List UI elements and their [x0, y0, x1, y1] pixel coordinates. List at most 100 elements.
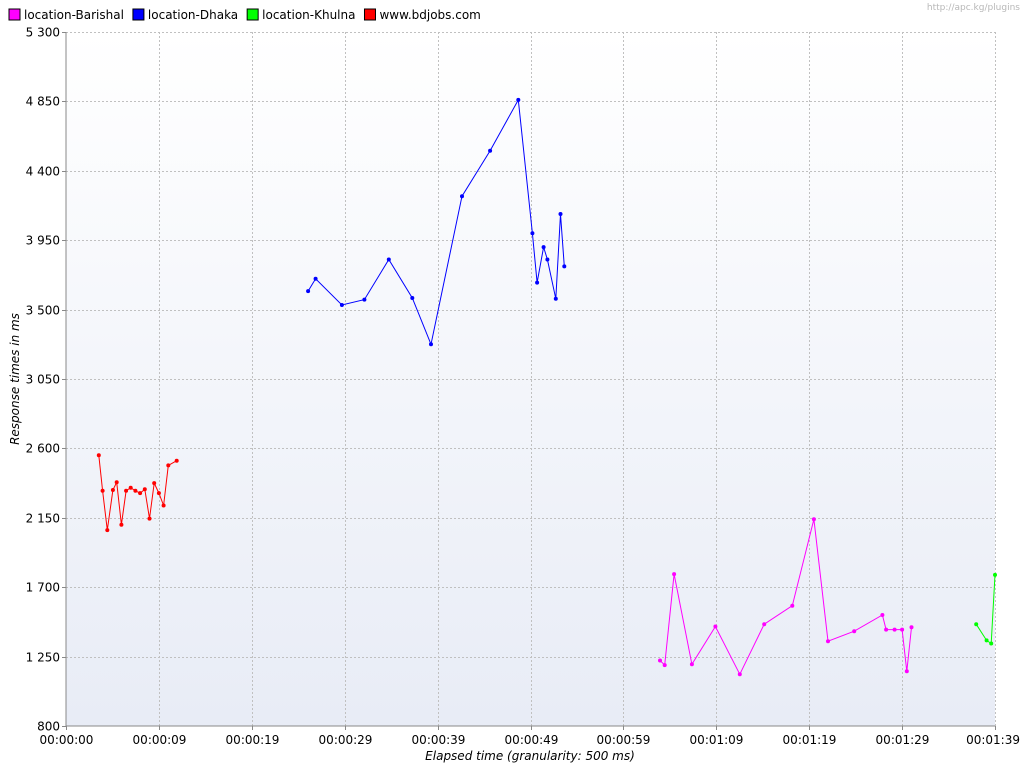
data-point	[138, 491, 143, 496]
legend-label: www.bdjobs.com	[379, 8, 480, 22]
data-point	[124, 488, 129, 493]
data-point	[993, 572, 997, 577]
y-tick-label: 800	[37, 720, 60, 734]
data-point	[488, 148, 493, 153]
legend-item: www.bdjobs.com	[363, 8, 481, 22]
data-point	[306, 289, 311, 294]
x-tick-label: 00:00:59	[597, 733, 651, 747]
data-point	[362, 297, 367, 302]
legend-item: location-Khulna	[246, 8, 355, 22]
data-point	[339, 303, 344, 307]
data-point	[558, 212, 563, 216]
data-point	[672, 572, 677, 577]
data-point	[410, 296, 415, 300]
x-tick-label: 00:00:29	[319, 733, 373, 747]
legend-label: location-Khulna	[262, 8, 355, 22]
y-tick-label: 1 700	[26, 581, 60, 595]
data-point	[174, 458, 179, 463]
data-point	[152, 481, 157, 486]
y-tick-label: 1 250	[26, 651, 60, 665]
y-axis-label: Response times in ms	[8, 313, 22, 445]
grid-lines	[66, 32, 996, 726]
series-location-Barishal	[658, 517, 914, 677]
data-point	[429, 342, 433, 347]
x-tick-label: 00:01:19	[783, 733, 837, 747]
series-www.bdjobs.com	[96, 453, 179, 533]
x-axis-label: Elapsed time (granularity: 500 ms)	[425, 749, 635, 763]
data-point	[530, 231, 535, 236]
data-point	[96, 453, 101, 458]
x-tick-label: 00:00:39	[412, 733, 466, 747]
data-point	[658, 658, 662, 663]
data-point	[974, 622, 979, 627]
y-tick-label: 4 850	[26, 95, 60, 109]
data-point	[662, 663, 667, 668]
legend-label: location-Dhaka	[148, 8, 238, 22]
legend: location-Barishal location-Dhaka location-…	[8, 8, 481, 22]
data-point	[713, 624, 718, 629]
x-tick-label: 00:00:00	[40, 733, 94, 747]
y-tick-label: 4 400	[26, 165, 60, 179]
y-tick-label: 5 300	[26, 26, 60, 40]
legend-swatch	[246, 8, 259, 21]
x-tick-label: 00:00:49	[505, 733, 559, 747]
data-point	[541, 245, 546, 250]
data-point	[984, 638, 989, 643]
data-point	[110, 488, 115, 492]
data-point	[545, 257, 550, 262]
data-point	[166, 463, 171, 468]
data-point	[156, 491, 161, 496]
legend-swatch	[8, 8, 21, 21]
data-point	[909, 625, 914, 630]
series-layer	[96, 97, 997, 677]
data-point	[790, 603, 795, 608]
data-point	[884, 627, 889, 632]
data-point	[900, 627, 905, 632]
data-point	[114, 480, 119, 485]
data-point	[128, 485, 133, 490]
data-point	[460, 194, 464, 199]
data-point	[386, 257, 391, 262]
series-location-Dhaka	[306, 97, 567, 347]
y-axis-ticks: 800 1 250 1 700 2 150 2 600 3 050 3 500 3 950 4 …	[26, 26, 66, 734]
data-point	[100, 488, 105, 493]
data-point	[737, 672, 742, 677]
series-line	[975, 574, 996, 645]
y-tick-label: 2 150	[26, 512, 60, 526]
x-tick-label: 00:00:19	[226, 733, 280, 747]
y-tick-label: 2 600	[26, 442, 60, 456]
data-point	[147, 516, 152, 521]
data-point	[553, 296, 558, 301]
data-point	[313, 276, 318, 281]
data-point	[562, 264, 567, 269]
data-point	[826, 639, 830, 644]
data-point	[142, 487, 147, 492]
data-point	[689, 662, 694, 667]
legend-item: location-Dhaka	[132, 8, 238, 22]
data-point	[161, 503, 166, 508]
data-point	[133, 488, 138, 493]
data-point	[852, 629, 857, 634]
data-point	[535, 280, 540, 285]
watermark: http://apc.kg/plugins	[927, 3, 1020, 13]
y-tick-label: 3 950	[26, 234, 60, 248]
data-point	[762, 622, 767, 627]
x-tick-label: 00:01:09	[690, 733, 744, 747]
x-axis-ticks: 00:00:00 00:00:09 00:00:19 00:00:29 00:00:39…	[40, 726, 1020, 747]
data-point	[904, 669, 909, 674]
legend-swatch	[132, 8, 145, 21]
x-tick-label: 00:01:29	[876, 733, 930, 747]
data-point	[811, 517, 816, 522]
y-tick-label: 3 500	[26, 304, 60, 318]
data-point	[516, 97, 521, 102]
data-point	[989, 641, 994, 646]
data-point	[892, 627, 897, 632]
legend-swatch	[363, 8, 376, 21]
y-tick-label: 3 050	[26, 373, 60, 387]
legend-label: location-Barishal	[24, 8, 124, 22]
series-location-Khulna	[974, 572, 997, 646]
legend-item: location-Barishal	[8, 8, 124, 22]
data-point	[880, 613, 885, 617]
data-point	[105, 528, 110, 533]
